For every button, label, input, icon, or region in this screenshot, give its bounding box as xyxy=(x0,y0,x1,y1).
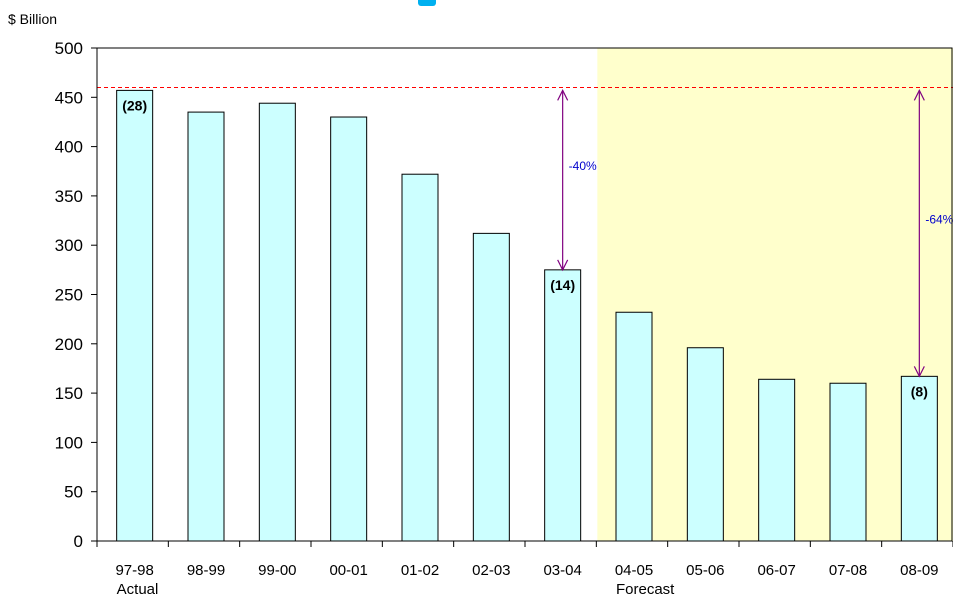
arrow-label: -40% xyxy=(569,159,597,173)
x-tick-label: 99-00 xyxy=(258,562,296,579)
bar xyxy=(615,311,653,542)
arrow-head-down xyxy=(557,259,569,272)
y-axis-title: $ Billion xyxy=(8,11,57,27)
x-tick-label: 08-09 xyxy=(900,562,938,579)
bar xyxy=(258,102,296,542)
x-sublabel: Actual xyxy=(117,581,159,598)
x-tick-label: 02-03 xyxy=(472,562,510,579)
y-tick-label: 500 xyxy=(55,39,83,58)
arrow-head-up xyxy=(913,89,925,101)
bar-label: (28) xyxy=(122,97,147,113)
bar xyxy=(330,116,368,542)
x-tick-label: 06-07 xyxy=(757,562,795,579)
x-tick-label: 04-05 xyxy=(615,562,653,579)
y-tick-label: 250 xyxy=(55,286,83,305)
bar xyxy=(116,89,154,542)
title-fragment xyxy=(418,0,436,6)
y-tick-label: 350 xyxy=(55,187,83,206)
bar xyxy=(401,173,439,542)
y-tick-label: 0 xyxy=(74,532,83,551)
y-tick-label: 400 xyxy=(55,138,83,157)
x-tick-label: 00-01 xyxy=(329,562,367,579)
x-tick-label: 01-02 xyxy=(401,562,439,579)
x-tick-label: 97-98 xyxy=(115,562,153,579)
bar-label: (14) xyxy=(550,277,575,293)
y-tick-label: 150 xyxy=(55,384,83,403)
y-tick-label: 50 xyxy=(64,483,83,502)
x-tick-label: 03-04 xyxy=(543,562,581,579)
x-tick-label: 05-06 xyxy=(686,562,724,579)
bar xyxy=(686,347,724,542)
bar xyxy=(829,382,867,542)
x-axis: 97-98 98-99 99-00 00-01 01-02 02-03 03-04 04-05… xyxy=(96,541,953,598)
x-tick-label: 07-08 xyxy=(829,562,867,579)
y-tick-label: 200 xyxy=(55,335,83,354)
bar xyxy=(544,269,582,542)
y-tick-label: 300 xyxy=(55,236,83,255)
arrow-label: -64% xyxy=(925,212,953,226)
bar xyxy=(900,375,938,542)
x-sublabel: Forecast xyxy=(616,581,675,598)
bar xyxy=(758,378,796,542)
arrow-head-down xyxy=(913,366,925,378)
arrow-head-up xyxy=(557,89,569,101)
bar-labels: (28) (14) (8) xyxy=(122,97,928,399)
bar-label: (8) xyxy=(911,383,928,399)
bar xyxy=(187,111,225,542)
bar xyxy=(472,232,510,542)
y-tick-label: 450 xyxy=(55,88,83,107)
arrows: -40% -64% xyxy=(557,89,953,378)
y-tick-label: 100 xyxy=(55,433,83,452)
plot-frame xyxy=(96,47,953,542)
y-axis: 0 50 100 150 200 250 300 350 400 450 500 xyxy=(55,39,97,551)
x-tick-label: 98-99 xyxy=(187,562,225,579)
